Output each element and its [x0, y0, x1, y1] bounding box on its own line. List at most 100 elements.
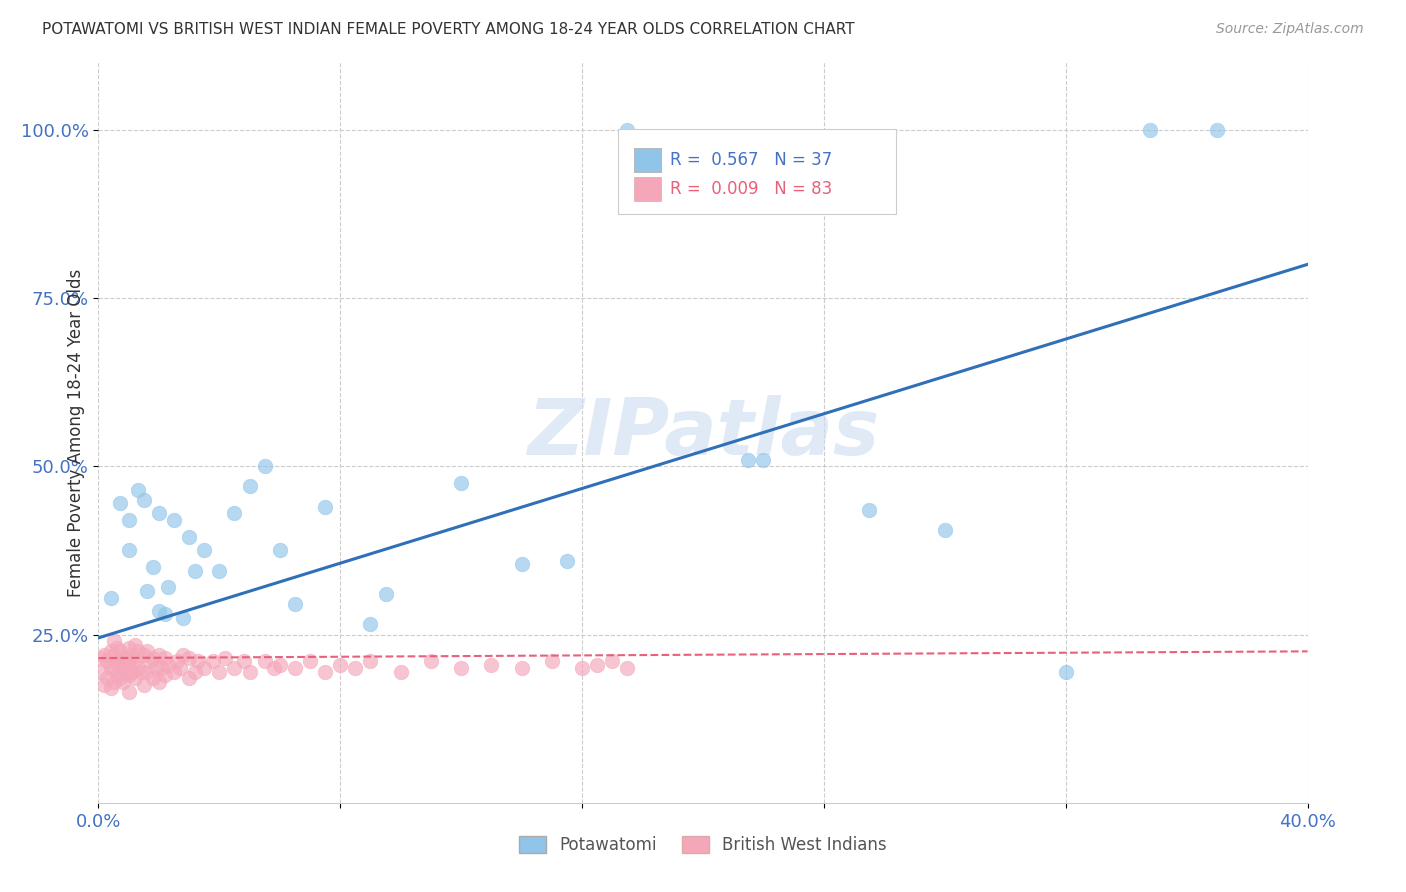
Point	[360, 617, 382, 632]
Point	[208, 564, 231, 578]
Point	[263, 661, 285, 675]
Point	[103, 661, 125, 675]
Point	[96, 655, 118, 669]
Point	[253, 655, 276, 669]
Point	[179, 671, 201, 685]
Point	[858, 503, 880, 517]
Point	[124, 638, 146, 652]
Point	[163, 513, 186, 527]
Point	[510, 661, 533, 675]
Point	[1139, 122, 1161, 136]
Point	[118, 655, 141, 669]
Point	[172, 610, 194, 624]
Point	[374, 587, 396, 601]
Point	[1206, 122, 1229, 136]
Point	[571, 661, 593, 675]
Point	[555, 553, 578, 567]
Point	[100, 591, 122, 605]
Point	[156, 657, 179, 672]
Point	[114, 651, 136, 665]
Point	[481, 657, 503, 672]
Point	[602, 655, 624, 669]
Point	[103, 674, 125, 689]
Point	[153, 607, 176, 622]
Point	[90, 665, 112, 679]
Point	[239, 479, 262, 493]
Point	[100, 661, 122, 675]
FancyBboxPatch shape	[619, 129, 897, 214]
Point	[187, 655, 209, 669]
Point	[108, 657, 131, 672]
Y-axis label: Female Poverty Among 18-24 Year Olds: Female Poverty Among 18-24 Year Olds	[66, 268, 84, 597]
Point	[103, 634, 125, 648]
Point	[118, 513, 141, 527]
Point	[232, 655, 254, 669]
Point	[105, 668, 128, 682]
Point	[127, 644, 149, 658]
Point	[202, 655, 225, 669]
Point	[153, 651, 176, 665]
Point	[284, 661, 307, 675]
Point	[135, 583, 157, 598]
Point	[314, 665, 336, 679]
Point	[510, 557, 533, 571]
Point	[179, 651, 201, 665]
Point	[132, 648, 155, 662]
Point	[389, 665, 412, 679]
Text: R =  0.009   N = 83: R = 0.009 N = 83	[671, 180, 832, 198]
Point	[586, 657, 609, 672]
Point	[124, 655, 146, 669]
Text: ZIPatlas: ZIPatlas	[527, 394, 879, 471]
Point	[934, 523, 956, 537]
Point	[253, 459, 276, 474]
Point	[111, 674, 134, 689]
Point	[284, 597, 307, 611]
Point	[100, 644, 122, 658]
Point	[344, 661, 367, 675]
Point	[145, 661, 167, 675]
Point	[93, 648, 115, 662]
Point	[148, 648, 170, 662]
Point	[184, 665, 207, 679]
Point	[450, 661, 472, 675]
Point	[329, 657, 352, 672]
Point	[105, 640, 128, 655]
Point	[208, 665, 231, 679]
Point	[737, 452, 759, 467]
Point	[148, 604, 170, 618]
Point	[314, 500, 336, 514]
Point	[153, 668, 176, 682]
Point	[163, 665, 186, 679]
Point	[360, 655, 382, 669]
Point	[108, 671, 131, 685]
Text: POTAWATOMI VS BRITISH WEST INDIAN FEMALE POVERTY AMONG 18-24 YEAR OLDS CORRELATI: POTAWATOMI VS BRITISH WEST INDIAN FEMALE…	[42, 22, 855, 37]
Point	[269, 657, 291, 672]
Point	[103, 648, 125, 662]
Text: R =  0.567   N = 37: R = 0.567 N = 37	[671, 151, 832, 169]
Point	[118, 543, 141, 558]
Point	[148, 507, 170, 521]
Point	[616, 122, 638, 136]
Point	[105, 655, 128, 669]
Point	[111, 655, 134, 669]
Bar	[634, 148, 661, 172]
Point	[108, 496, 131, 510]
Point	[93, 678, 115, 692]
Point	[127, 661, 149, 675]
Point	[179, 530, 201, 544]
Bar	[634, 177, 661, 201]
Point	[540, 655, 562, 669]
Point	[239, 665, 262, 679]
Point	[129, 665, 152, 679]
Point	[214, 651, 236, 665]
Point	[1054, 665, 1077, 679]
Point	[193, 661, 215, 675]
Point	[121, 665, 143, 679]
Point	[139, 655, 162, 669]
Point	[184, 564, 207, 578]
Point	[224, 661, 246, 675]
Point	[142, 671, 165, 685]
Point	[150, 661, 173, 675]
Point	[169, 661, 191, 675]
Point	[118, 685, 141, 699]
